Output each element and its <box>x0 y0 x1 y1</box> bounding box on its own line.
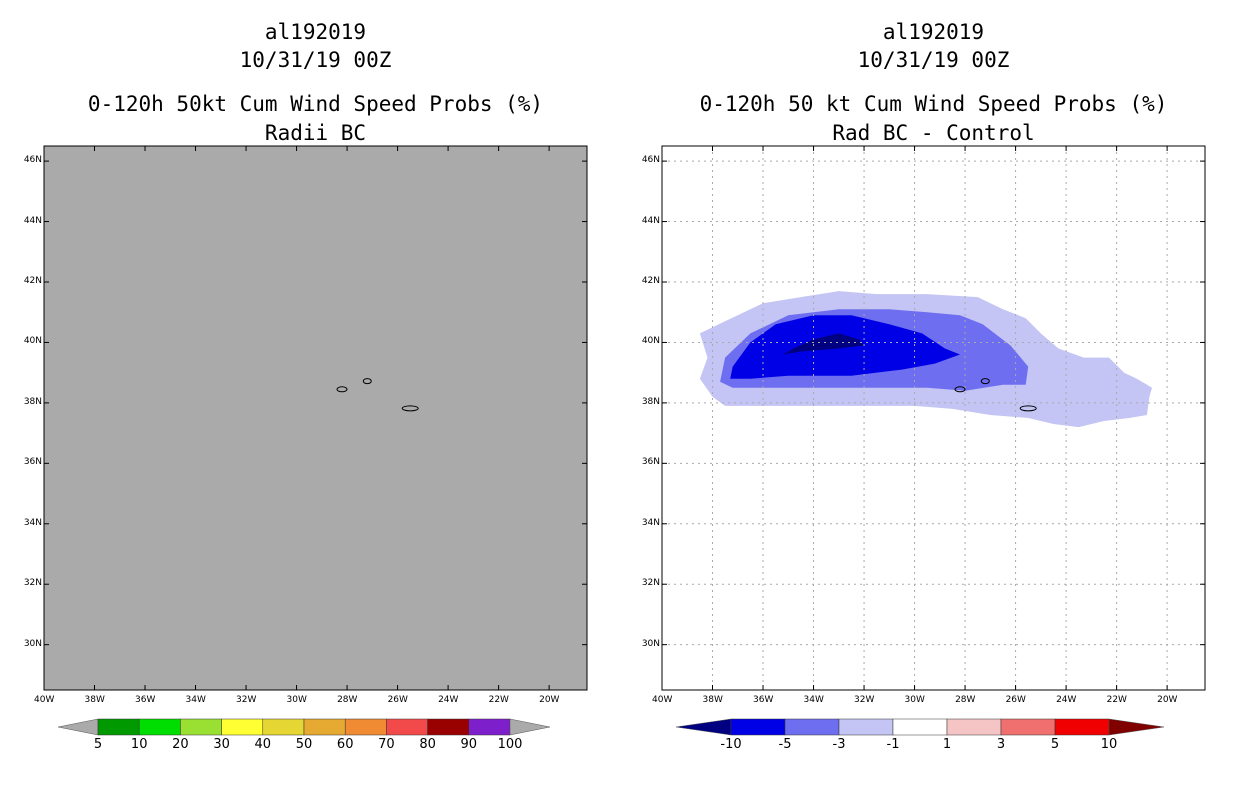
y-tick-label: 44N <box>641 215 660 226</box>
colorbar-label: 10 <box>131 737 148 752</box>
left-chart-subtitle: Radii BC <box>264 121 367 145</box>
x-tick-label: 24W <box>1056 695 1077 705</box>
y-tick-label: 46N <box>641 155 660 166</box>
colorbar-label: 3 <box>997 737 1005 752</box>
colorbar-segment <box>730 718 786 736</box>
colorbar-label: -5 <box>779 737 792 752</box>
colorbar-label: 30 <box>213 737 230 752</box>
left-datetime: 10/31/19 00Z <box>239 48 392 72</box>
colorbar-segment <box>468 718 511 736</box>
colorbar-label: 100 <box>498 737 523 752</box>
x-tick-label: 20W <box>539 695 560 705</box>
colorbar-right-tip <box>509 718 551 736</box>
contour-band-3 <box>783 333 864 355</box>
y-tick-label: 32N <box>23 578 42 589</box>
colorbar-segment <box>892 718 948 736</box>
x-tick-label: 26W <box>1005 695 1026 705</box>
y-tick-label: 30N <box>23 638 42 649</box>
left-storm-id: al192019 <box>264 20 367 44</box>
colorbar-label: 5 <box>94 737 102 752</box>
x-tick-label: 28W <box>955 695 976 705</box>
x-tick-label: 32W <box>236 695 257 705</box>
colorbar-label: 90 <box>461 737 478 752</box>
colorbar-segment <box>303 718 346 736</box>
x-tick-label: 20W <box>1157 695 1178 705</box>
colorbar-segment <box>1000 718 1056 736</box>
x-tick-label: 36W <box>135 695 156 705</box>
y-tick-label: 32N <box>641 578 660 589</box>
colorbar-segment <box>386 718 428 736</box>
y-tick-label: 34N <box>23 517 42 528</box>
x-tick-label: 28W <box>337 695 358 705</box>
colorbar-segment <box>138 718 181 736</box>
plot-frame-1 <box>661 145 1206 691</box>
x-tick-label: 34W <box>803 695 824 705</box>
colorbar-label: 70 <box>378 737 395 752</box>
plot-frame-0 <box>43 145 588 691</box>
y-tick-label: 36N <box>23 457 42 468</box>
right-storm-id: al192019 <box>882 20 985 44</box>
left-chart-title: 0-120h 50kt Cum Wind Speed Probs (%) <box>87 92 544 116</box>
colorbar-label: -1 <box>887 737 900 752</box>
x-tick-label: 22W <box>1106 695 1127 705</box>
colorbar-label: 20 <box>172 737 189 752</box>
x-tick-label: 36W <box>753 695 774 705</box>
y-tick-label: 46N <box>23 155 42 166</box>
colorbar-segment <box>221 718 264 736</box>
colorbar-label: -3 <box>833 737 846 752</box>
x-tick-label: 38W <box>702 695 723 705</box>
right-datetime: 10/31/19 00Z <box>857 48 1010 72</box>
colorbar-segment <box>784 718 840 736</box>
island-outline <box>1019 405 1037 412</box>
colorbar-segment <box>344 718 387 736</box>
right-chart-subtitle: Rad BC - Control <box>832 121 1035 145</box>
y-tick-label: 44N <box>23 215 42 226</box>
y-tick-label: 40N <box>641 336 660 347</box>
right-chart-title: 0-120h 50 kt Cum Wind Speed Probs (%) <box>699 92 1168 116</box>
x-tick-label: 40W <box>652 695 673 705</box>
y-tick-label: 30N <box>641 638 660 649</box>
colorbar-label: 10 <box>1101 737 1118 752</box>
island-outline <box>954 386 966 393</box>
y-tick-label: 42N <box>23 276 42 286</box>
x-tick-label: 40W <box>34 695 55 705</box>
y-tick-label: 42N <box>641 276 660 286</box>
colorbar-segment <box>1054 718 1110 736</box>
colorbar-label: 5 <box>1051 737 1059 752</box>
x-tick-label: 24W <box>438 695 459 705</box>
x-tick-label: 30W <box>904 695 925 705</box>
x-tick-label: 30W <box>286 695 307 705</box>
plot-area-0 <box>44 146 587 690</box>
colorbar-segment <box>946 718 1002 736</box>
y-tick-label: 36N <box>641 457 660 468</box>
island-outline <box>401 405 419 412</box>
x-tick-label: 26W <box>387 695 408 705</box>
colorbar-right-tip <box>1108 718 1165 736</box>
colorbar-label: 80 <box>419 737 436 752</box>
colorbar-label: 50 <box>296 737 313 752</box>
island-outline <box>980 378 990 385</box>
colorbar-label: 40 <box>255 737 272 752</box>
colorbar-left-tip <box>57 718 99 736</box>
colorbar-segment <box>97 718 140 736</box>
island-outline <box>336 386 348 393</box>
colorbar-label: 1 <box>943 737 951 752</box>
colorbar-segment <box>838 718 894 736</box>
y-tick-label: 38N <box>23 396 42 407</box>
colorbar-left-tip <box>675 718 732 736</box>
colorbar-label: -10 <box>720 737 741 752</box>
colorbar-label: 60 <box>337 737 354 752</box>
y-tick-label: 34N <box>641 517 660 528</box>
y-tick-label: 38N <box>641 396 660 407</box>
island-outline <box>362 378 372 385</box>
colorbar-segment <box>180 718 222 736</box>
x-tick-label: 32W <box>854 695 875 705</box>
y-tick-label: 40N <box>23 336 42 347</box>
x-tick-label: 34W <box>185 695 206 705</box>
x-tick-label: 38W <box>84 695 105 705</box>
colorbar-segment <box>427 718 470 736</box>
x-tick-label: 22W <box>488 695 509 705</box>
colorbar-segment <box>262 718 305 736</box>
